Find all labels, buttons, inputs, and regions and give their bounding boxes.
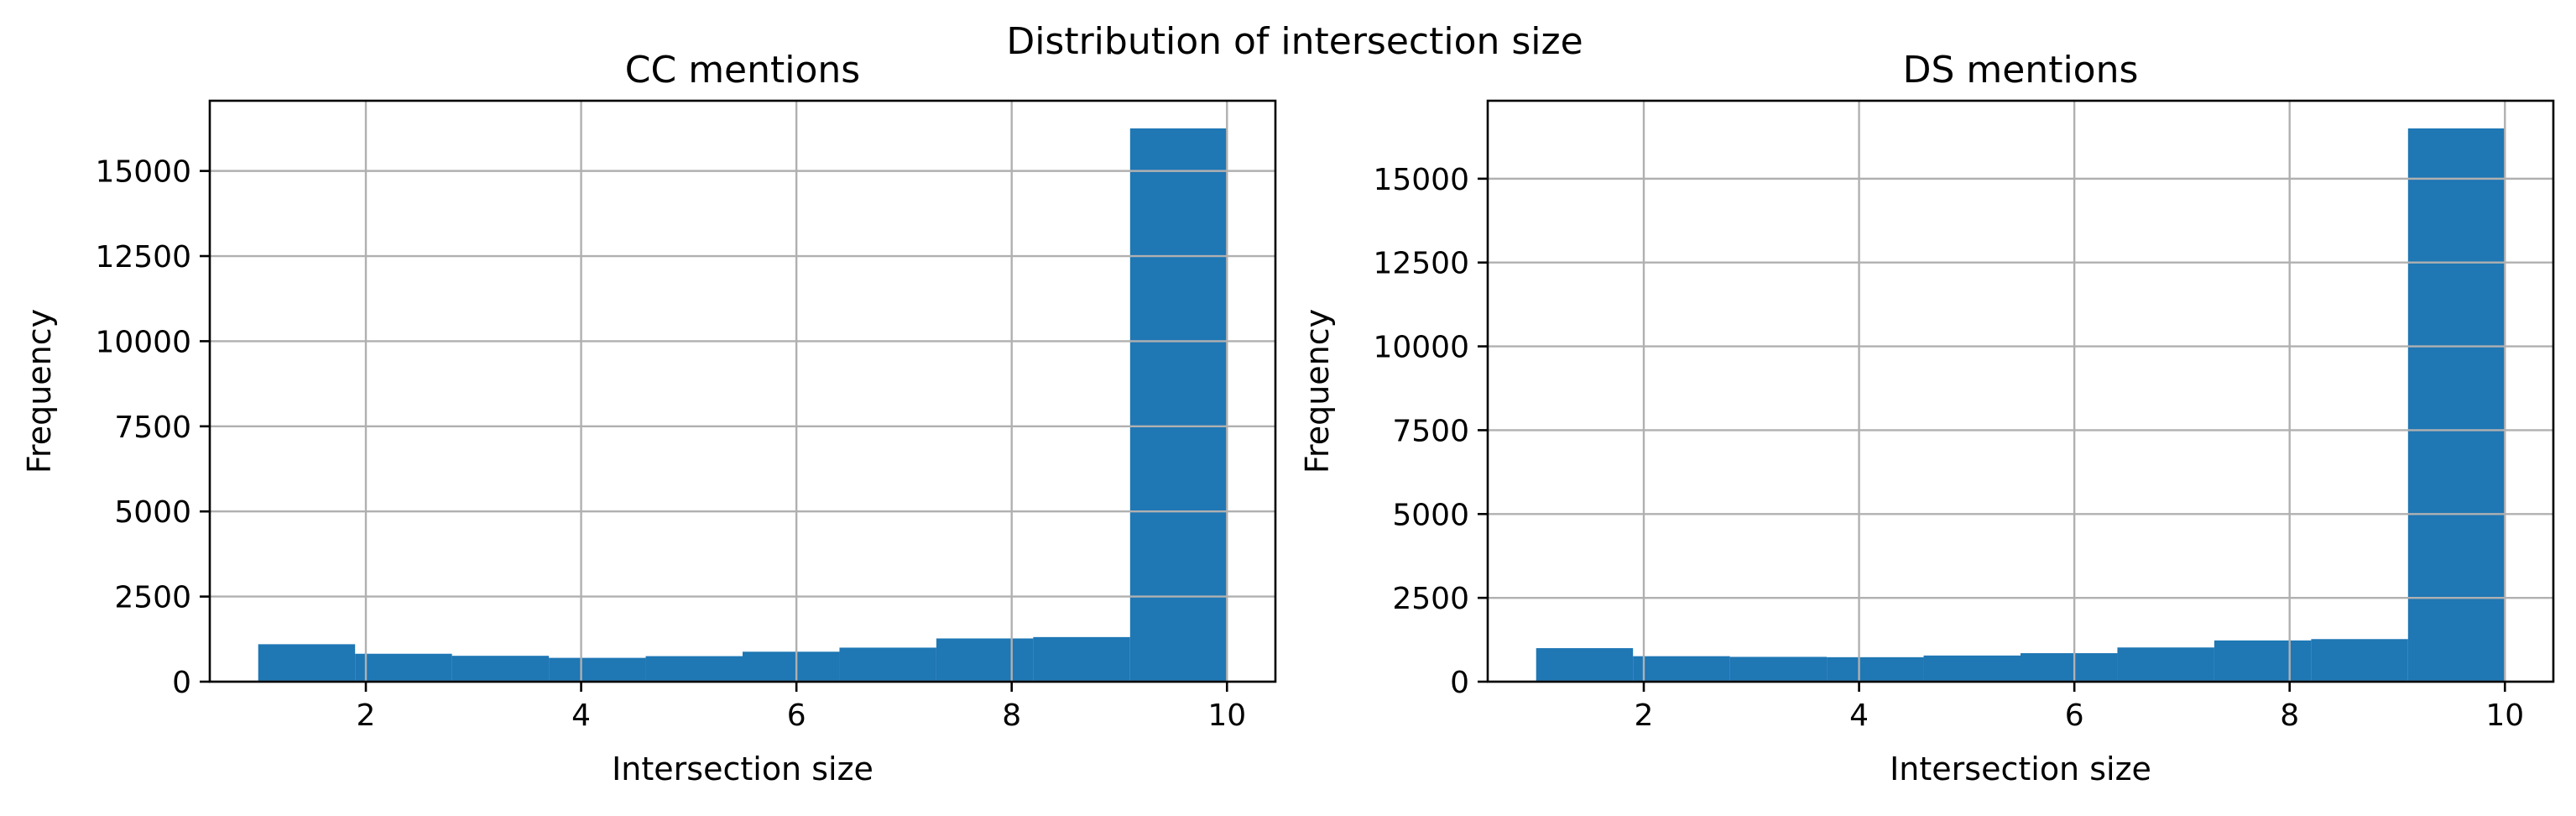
chart-1-bar-6 <box>2117 647 2214 682</box>
chart-0-bar-5 <box>743 651 840 682</box>
figure-suptitle: Distribution of intersection size <box>1006 20 1583 63</box>
chart-1-bar-5 <box>2021 653 2118 682</box>
chart-1-title: DS mentions <box>1903 49 2139 92</box>
chart-1-xlabel: Intersection size <box>1890 751 2151 787</box>
chart-0-ylabel: Frequency <box>21 309 58 473</box>
chart-1-bar-2 <box>1729 656 1828 682</box>
chart-0-xlabel: Intersection size <box>612 751 873 787</box>
chart-1-bar-8 <box>2311 639 2408 682</box>
chart-0-frame <box>208 99 1277 683</box>
chart-1-xtick-label-4: 10 <box>2485 698 2524 733</box>
chart-0-ytick-label-6: 15000 <box>95 155 191 190</box>
chart-1-bar-0 <box>1536 648 1634 682</box>
chart-1-ytick-label-4: 10000 <box>1373 331 1469 365</box>
chart-1-ytick-label-2: 5000 <box>1392 498 1469 532</box>
chart-0-xtick-label-1: 4 <box>571 698 591 733</box>
chart-0-xtick-label-4: 10 <box>1207 698 1246 733</box>
chart-0-title: CC mentions <box>625 49 860 92</box>
chart-1-bar-3 <box>1827 656 1924 682</box>
chart-0-bar-1 <box>355 653 452 682</box>
chart-0-bar-9 <box>1129 128 1228 682</box>
chart-0-bar-4 <box>645 656 743 682</box>
chart-1-bar-7 <box>2214 640 2312 682</box>
chart-0-ytick-label-1: 2500 <box>114 581 191 615</box>
chart-0-bar-6 <box>839 647 936 682</box>
chart-0-ytick-label-3: 7500 <box>114 411 191 445</box>
chart-0-ytick-label-2: 5000 <box>114 495 191 530</box>
chart-1-ytick-label-0: 0 <box>1450 666 1469 700</box>
chart-0-ytick-label-4: 10000 <box>95 325 191 359</box>
chart-0-xtick-label-0: 2 <box>357 698 376 733</box>
chart-1-xtick-label-1: 4 <box>1849 698 1869 733</box>
chart-1-xtick-label-3: 8 <box>2280 698 2299 733</box>
chart-1-ytick-label-1: 2500 <box>1392 582 1469 616</box>
chart-1-bar-9 <box>2407 128 2506 682</box>
chart-1-ytick-label-6: 15000 <box>1373 163 1469 197</box>
chart-1-ytick-label-3: 7500 <box>1392 414 1469 448</box>
chart-ds-mentions: 2 4 6 8 10 0 2500 5000 7500 10000 12500 15000 DS men… <box>1299 49 2555 787</box>
chart-0-ytick-label-5: 12500 <box>95 240 191 275</box>
chart-0-bar-2 <box>451 656 550 682</box>
chart-0-bar-3 <box>549 657 646 682</box>
chart-0-bar-0 <box>258 644 356 682</box>
chart-1-bar-4 <box>1923 655 2021 682</box>
chart-0-ytick-label-0: 0 <box>172 666 191 700</box>
chart-1-ylabel: Frequency <box>1299 309 1336 473</box>
chart-0-xtick-label-2: 6 <box>787 698 806 733</box>
chart-1-frame <box>1486 99 2555 683</box>
chart-0-bar-7 <box>936 638 1034 682</box>
chart-1-xtick-label-0: 2 <box>1635 698 1654 733</box>
chart-0-bar-8 <box>1033 636 1130 682</box>
chart-1-bar-1 <box>1633 656 1730 682</box>
chart-cc-mentions: 2 4 6 8 10 0 2500 5000 7500 10000 12500 15000 CC men… <box>21 49 1277 787</box>
chart-1-ytick-label-5: 12500 <box>1373 247 1469 281</box>
chart-0-xtick-label-3: 8 <box>1002 698 1021 733</box>
chart-1-xtick-label-2: 6 <box>2065 698 2084 733</box>
